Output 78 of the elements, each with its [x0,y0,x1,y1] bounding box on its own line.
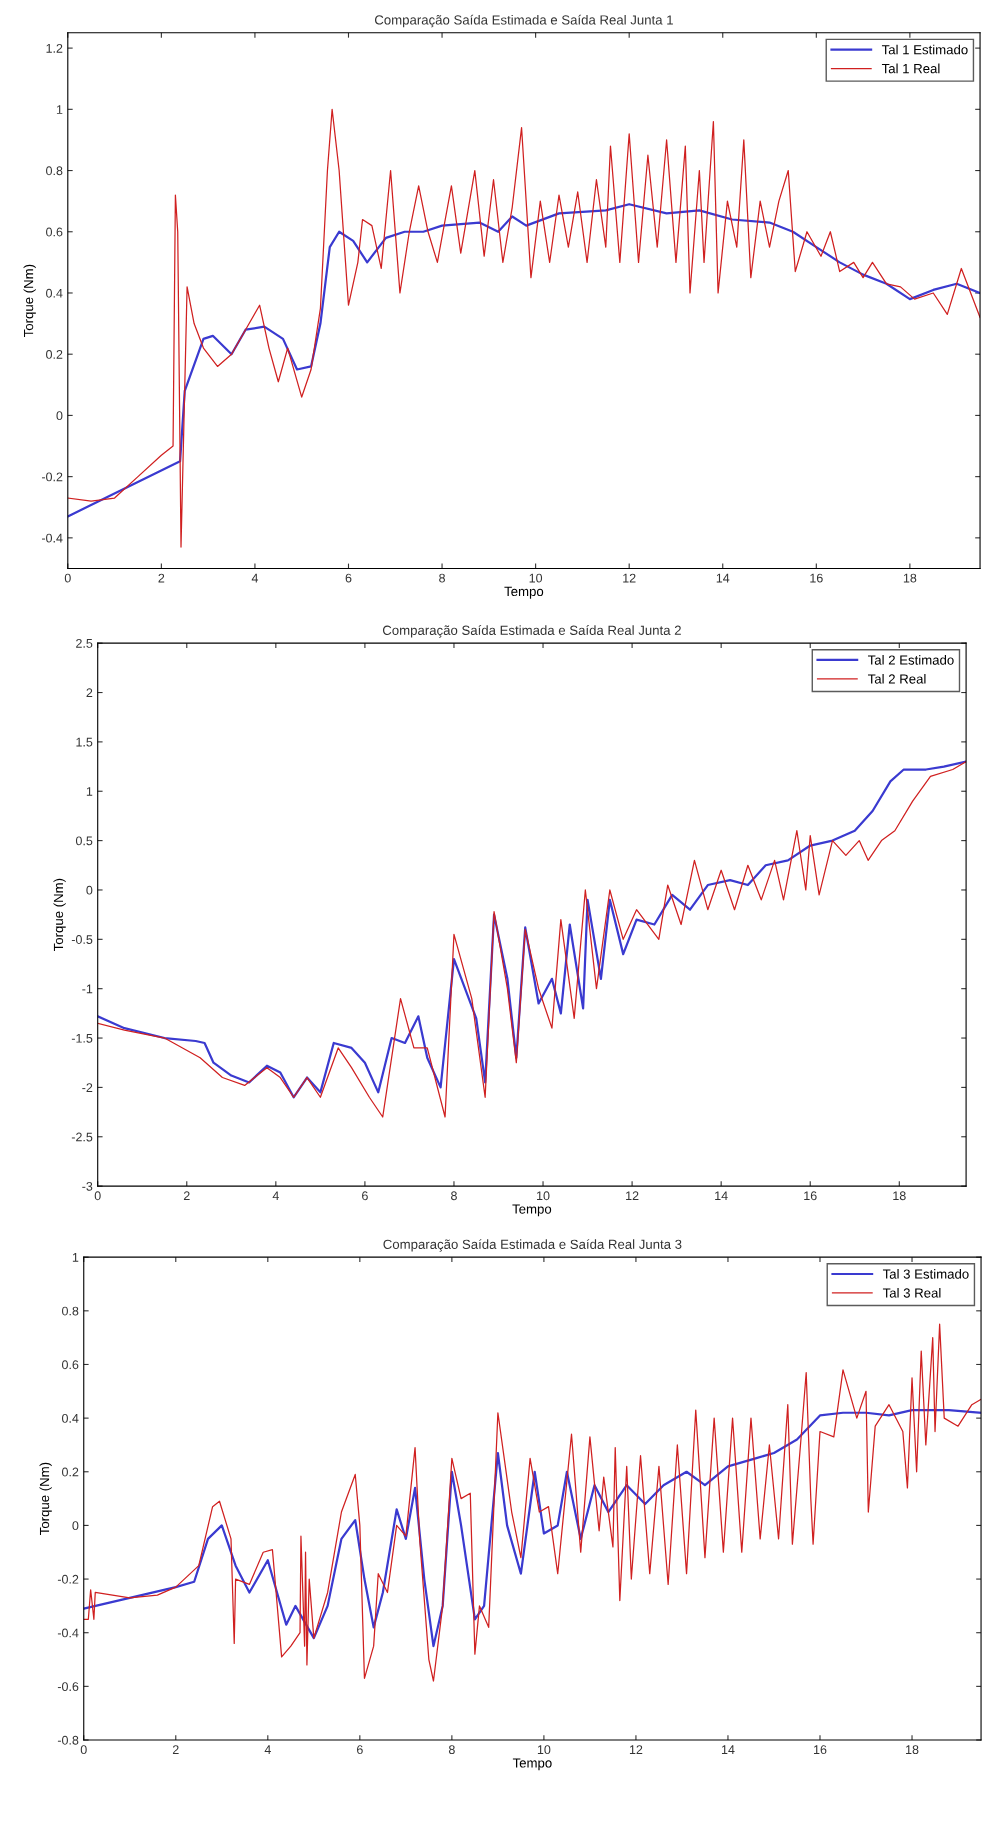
y-tick-label: -0.6 [57,1682,79,1692]
y-tick-label: 1.2 [46,43,63,53]
x-tick-label: 8 [439,573,445,583]
x-tick-label: 18 [893,1191,906,1201]
y-tick-label: 1.5 [76,737,93,747]
y-tick-label: 0.8 [46,166,63,176]
x-tick-label: 14 [721,1745,735,1754]
y-tick-label: 0.6 [62,1360,79,1370]
y-tick-label: -0.2 [57,1574,79,1584]
y-tick-label: 1 [56,105,63,114]
x-tick-label: 6 [345,573,352,583]
y-tick-label: 1 [72,1253,79,1262]
x-tick-label: 10 [529,573,543,583]
y-tick-label: 0 [72,1521,79,1531]
y-tick-label: 2.5 [76,638,93,648]
y-tick-label: 0.5 [75,836,93,846]
y-tick-label: -1 [82,984,93,994]
x-tick-label: 8 [448,1745,455,1755]
x-tick-label: 2 [183,1191,190,1201]
chart-title: Comparação Saída Estimada e Saída Real Junta 3 [383,1239,682,1252]
y-axis-title: Torque (Nm) [23,264,36,337]
y-tick-label: 0.4 [46,288,63,298]
y-tick-label: 0.4 [62,1413,79,1423]
x-tick-label: 10 [537,1191,550,1201]
x-tick-label: 14 [715,1191,728,1201]
y-tick-label: 2 [86,688,93,698]
x-tick-label: 6 [357,1745,363,1755]
y-tick-label: -0.2 [41,472,63,482]
x-axis-title: Tempo [512,1758,552,1771]
chart-title: Comparação Saída Estimada e Saída Real Junta 2 [382,625,681,638]
y-tick-label: -2.5 [71,1132,93,1142]
y-tick-label: -1.5 [71,1033,93,1043]
y-tick-label: -0.4 [41,533,63,543]
y-tick-label: 0.2 [62,1467,79,1477]
y-tick-label: 1 [86,787,93,796]
y-tick-label: 0.6 [46,227,63,237]
x-tick-label: 14 [716,573,730,583]
x-tick-label: 12 [629,1745,643,1754]
x-tick-label: 4 [272,1191,279,1201]
x-axis-title: Tempo [512,1204,552,1217]
x-tick-label: 4 [251,573,259,583]
legend-label: Tal 2 Real [867,673,926,684]
line-series [83,1323,982,1682]
chart-title: Comparação Saída Estimada e Saída Real Junta 1 [374,14,673,28]
x-tick-label: 16 [810,573,823,583]
y-axis-title: Torque (Nm) [39,1462,52,1535]
x-tick-label: 10 [537,1745,551,1755]
legend-label: Tal 3 Real [882,1287,941,1298]
legend-label: Tal 1 Estimado [881,44,968,55]
x-axis-title: Tempo [504,586,544,599]
line-series [83,1408,982,1648]
legend-label: Tal 2 Estimado [867,655,954,665]
y-tick-label: -2 [82,1083,93,1092]
x-tick-label: 6 [362,1191,368,1201]
y-axis-title: Torque (Nm) [53,878,66,951]
y-tick-label: -0.8 [57,1735,79,1745]
x-tick-label: 18 [903,573,917,583]
legend-label: Tal 1 Real [881,63,940,74]
line-series [67,203,981,518]
x-tick-label: 2 [172,1745,179,1754]
y-tick-label: -3 [82,1181,93,1191]
x-tick-label: 16 [804,1191,817,1201]
x-tick-label: 8 [451,1191,457,1201]
y-tick-label: 0.8 [62,1306,79,1316]
x-tick-label: 4 [264,1745,271,1754]
legend-label: Tal 3 Estimado [882,1269,969,1279]
y-tick-label: 0 [56,411,63,421]
y-tick-label: 0.2 [46,350,63,359]
y-tick-label: -0.4 [57,1628,79,1638]
y-tick-label: 0 [86,885,93,895]
x-tick-label: 12 [626,1191,639,1201]
x-tick-label: 0 [94,1191,101,1201]
y-tick-label: -0.5 [71,935,93,944]
x-tick-label: 16 [814,1745,827,1755]
x-tick-label: 12 [623,573,636,583]
x-tick-label: 2 [158,573,165,583]
line-series [67,108,981,548]
x-tick-label: 18 [906,1745,919,1755]
